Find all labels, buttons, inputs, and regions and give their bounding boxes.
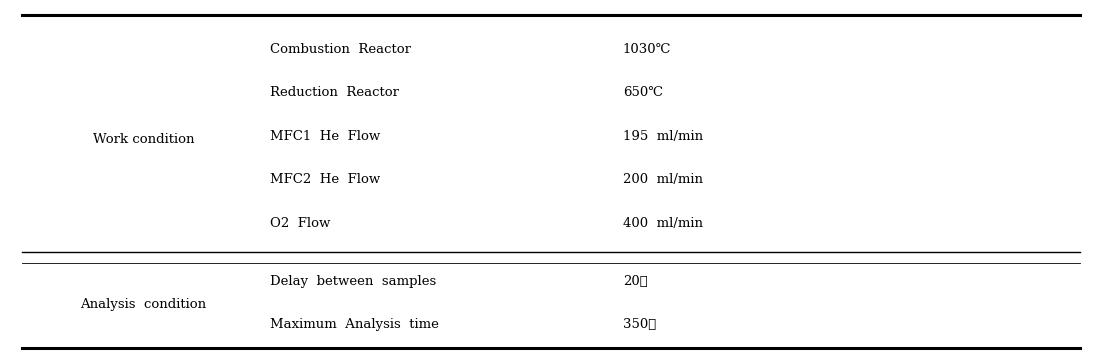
Text: 1030℃: 1030℃	[623, 42, 671, 56]
Text: 20초: 20초	[623, 275, 647, 288]
Text: Delay  between  samples: Delay between samples	[270, 275, 436, 288]
Text: Work condition: Work condition	[93, 133, 194, 146]
Text: 195  ml/min: 195 ml/min	[623, 130, 703, 143]
Text: 200  ml/min: 200 ml/min	[623, 173, 703, 186]
Text: 400  ml/min: 400 ml/min	[623, 217, 703, 230]
Text: 650℃: 650℃	[623, 86, 662, 99]
Text: Reduction  Reactor: Reduction Reactor	[270, 86, 399, 99]
Text: 350초: 350초	[623, 318, 656, 331]
Text: MFC1  He  Flow: MFC1 He Flow	[270, 130, 380, 143]
Text: O2  Flow: O2 Flow	[270, 217, 331, 230]
Text: MFC2  He  Flow: MFC2 He Flow	[270, 173, 380, 186]
Text: Analysis  condition: Analysis condition	[80, 298, 206, 311]
Text: Combustion  Reactor: Combustion Reactor	[270, 42, 411, 56]
Text: Maximum  Analysis  time: Maximum Analysis time	[270, 318, 439, 331]
